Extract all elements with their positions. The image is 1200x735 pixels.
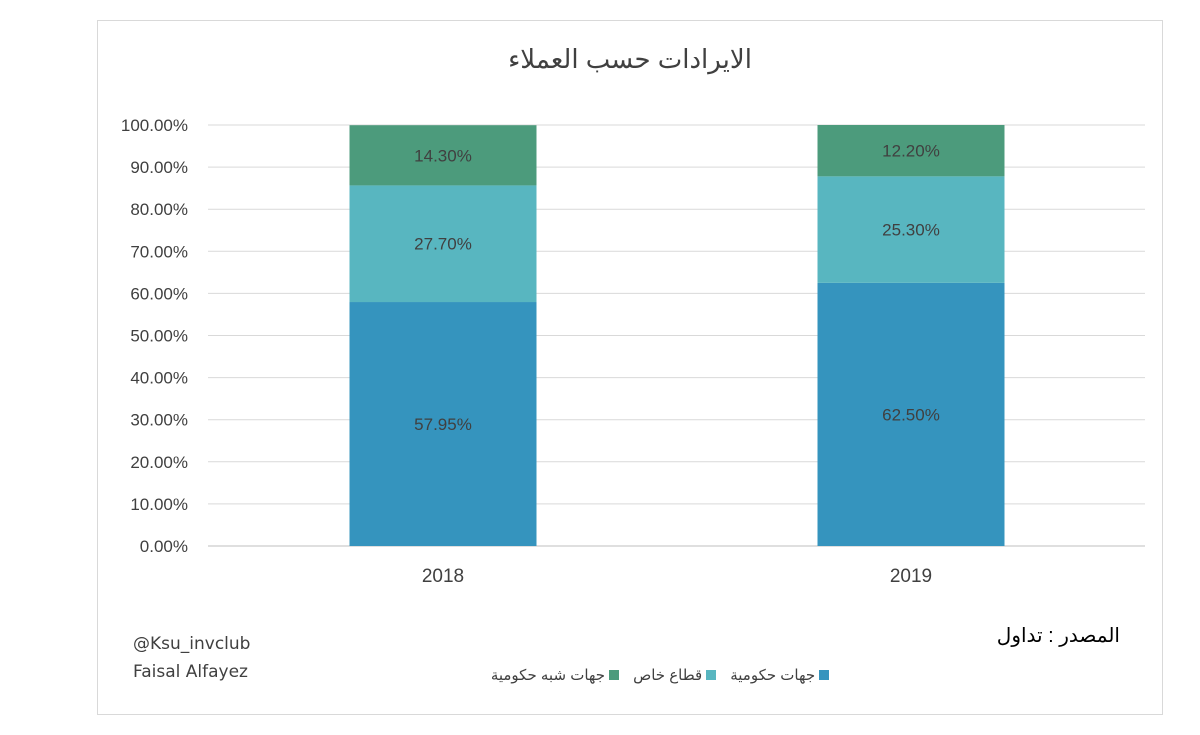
data-label: 14.30% [414,146,472,165]
x-tick-label: 2018 [422,566,464,587]
watermark-handle: @Ksu_invclub [133,634,251,654]
y-tick-label: 40.00% [130,369,188,388]
y-tick-label: 20.00% [130,453,188,472]
bar-segment [817,176,1005,283]
y-axis-ticks: 0.00% 10.00% 20.00% 30.00% 40.00% 50.00% 60.00… [121,116,188,556]
data-label: 25.30% [882,221,940,240]
data-label: 27.70% [414,235,472,254]
y-tick-label: 90.00% [130,158,188,177]
legend-item: قطاع خاص [633,666,717,684]
legend-swatch [819,670,830,680]
y-tick-label: 70.00% [130,242,188,261]
y-tick-label: 80.00% [130,200,188,219]
y-tick-label: 0.00% [140,537,188,556]
watermark: @Ksu_invclub Faisal Alfayez [133,630,250,686]
y-tick-label: 100.00% [121,116,188,135]
legend-label: جهات حكومية [730,667,816,684]
legend-item: جهات شبه حكومية [490,666,620,684]
legend-item: جهات حكومية [730,666,830,684]
legend-label: قطاع خاص [633,667,703,684]
data-label: 62.50% [882,405,940,424]
y-tick-label: 10.00% [130,495,188,514]
y-tick-label: 50.00% [130,327,188,346]
legend-label: جهات شبه حكومية [490,667,606,684]
y-tick-label: 30.00% [130,411,188,430]
bar-segment [817,282,1005,546]
legend: جهات حكومية قطاع خاص جهات شبه حكومية [0,666,1200,684]
chart-title: الايرادات حسب العملاء [508,44,752,74]
bar-segment [349,302,537,546]
x-axis-ticks: 2018 2019 [422,566,932,587]
legend-swatch [706,670,717,680]
data-label: 57.95% [414,415,472,434]
bar-segment [349,125,537,186]
watermark-author: Faisal Alfayez [133,662,248,682]
data-label: 12.20% [882,142,940,161]
bars [349,125,1005,546]
bar-segment [349,185,537,303]
y-tick-label: 60.00% [130,284,188,303]
data-labels: 57.95% 27.70% 14.30% 62.50% 25.30% 12.20% [414,142,940,434]
source-note: المصدر : تداول [996,625,1120,647]
bar-segment [817,125,1005,177]
x-tick-label: 2019 [890,566,932,587]
legend-swatch [609,670,620,680]
